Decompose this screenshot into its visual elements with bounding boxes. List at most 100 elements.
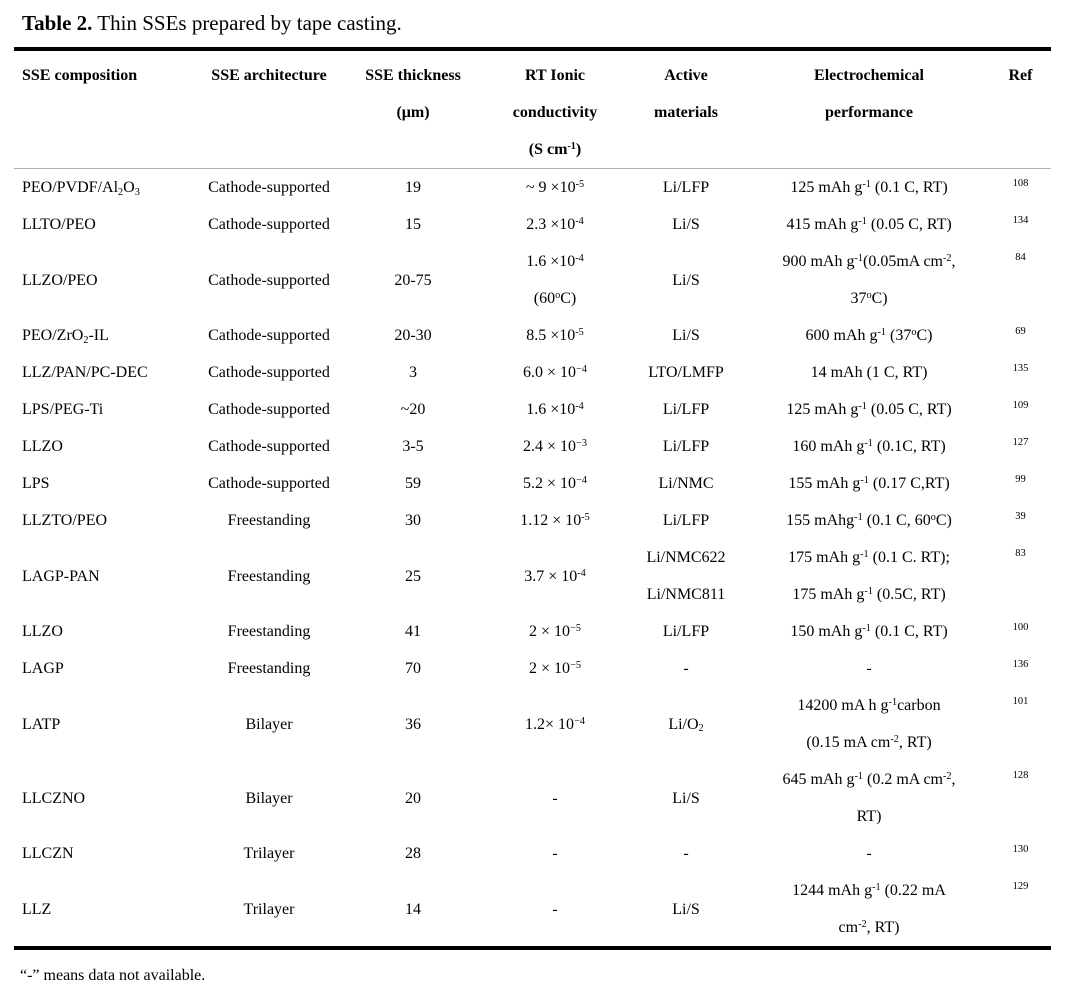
cell-conductivity: 8.5 ×10-5 [526, 327, 584, 344]
cell-ref: 99 [1015, 474, 1026, 485]
column-header-active: Active materials [654, 67, 718, 121]
table-row: LPS/PEG-Ti Cathode-supported ~20 1.6 ×10-4 L… [14, 391, 1051, 428]
cell-ref: 100 [1012, 622, 1029, 633]
cell-active: Li/S [672, 789, 700, 807]
cell-ref: 127 [1012, 437, 1029, 448]
cell-architecture: Cathode-supported [208, 271, 330, 289]
cell-architecture: Cathode-supported [208, 327, 330, 344]
sse-table: SSE composition SSE architecture SSE thick… [14, 47, 1051, 950]
table-body: PEO/PVDF/Al2O3 Cathode-supported 19 ~ 9 ×10… [14, 169, 1051, 949]
cell-composition: LLCZN [22, 845, 74, 862]
cell-architecture: Freestanding [227, 567, 311, 585]
cell-performance: 160 mAh g-1 (0.1C, RT) [792, 438, 946, 455]
cell-ref: 83 [1015, 548, 1026, 559]
cell-composition: LAGP-PAN [22, 567, 100, 585]
cell-composition: LLZO [22, 623, 63, 640]
footnote: “-” means data not available. [20, 967, 206, 984]
table-row: LLZ Trilayer 14 - Li/S 1244 mAh g-1 (0.22 mA c… [14, 872, 1051, 948]
cell-active: Li/LFP [662, 438, 710, 455]
table-row: PEO/ZrO2-IL Cathode-supported 20-30 8.5 ×10… [14, 317, 1051, 354]
table-row: LLZTO/PEO Freestanding 30 1.12 × 10-5 Li/LFP… [14, 502, 1051, 539]
cell-active: - [683, 845, 689, 862]
table-caption: Table 2. Thin SSEs prepared by tape cast… [22, 8, 1080, 38]
table-row: LAGP-PAN Freestanding 25 3.7 × 10-4 Li/NMC62… [14, 539, 1051, 613]
cell-thickness: 25 [405, 567, 421, 585]
cell-architecture: Cathode-supported [208, 438, 330, 455]
cell-active: Li/NMC622 Li/NMC811 [646, 549, 726, 603]
cell-ref: 69 [1015, 326, 1026, 337]
table-head: SSE composition SSE architecture SSE thick… [14, 49, 1051, 169]
cell-conductivity: 2 × 10−5 [529, 660, 581, 677]
header-row: SSE composition SSE architecture SSE thick… [14, 49, 1051, 169]
cell-composition: LLZO/PEO [22, 271, 98, 289]
cell-performance: 125 mAh g-1 (0.05 C, RT) [786, 401, 952, 418]
cell-active: - [683, 660, 689, 677]
table-row: LATP Bilayer 36 1.2× 10−4 Li/O2 14200 mA h g-… [14, 687, 1051, 761]
cell-thickness: 15 [405, 216, 421, 233]
cell-architecture: Cathode-supported [208, 216, 330, 233]
table-row: LLZO Freestanding 41 2 × 10−5 Li/LFP 150 mAh … [14, 613, 1051, 650]
table-row: LLCZN Trilayer 28 - - - 130 [14, 835, 1051, 872]
cell-performance: 175 mAh g-1 (0.1 C. RT); 175 mAh g-1 (0.5… [788, 549, 950, 603]
cell-ref: 136 [1012, 659, 1029, 670]
table-row: LPS Cathode-supported 59 5.2 × 10−4 Li/NMC 15… [14, 465, 1051, 502]
cell-performance: 645 mAh g-1 (0.2 mA cm-2, RT) [782, 771, 956, 825]
cell-conductivity: 1.6 ×10-4 [526, 401, 584, 418]
cell-thickness: 70 [405, 660, 421, 677]
cell-composition: LLTO/PEO [22, 216, 96, 233]
cell-architecture: Freestanding [227, 512, 311, 529]
cell-conductivity: 2.3 ×10-4 [526, 216, 584, 233]
cell-active: Li/S [672, 216, 700, 233]
cell-thickness: 36 [405, 715, 421, 733]
table-row: LAGP Freestanding 70 2 × 10−5 - - 136 [14, 650, 1051, 687]
cell-composition: LLZTO/PEO [22, 512, 108, 529]
cell-active: Li/S [672, 900, 700, 918]
column-header-composition: SSE composition [22, 67, 138, 84]
cell-composition: LLZ [22, 900, 52, 918]
cell-performance: 900 mAh g-1(0.05mA cm-2, 37oC) [782, 253, 956, 307]
cell-composition: PEO/PVDF/Al2O3 [22, 179, 140, 198]
cell-architecture: Trilayer [243, 900, 295, 918]
cell-conductivity: ~ 9 ×10-5 [525, 179, 585, 196]
table-row: LLZ/PAN/PC-DEC Cathode-supported 3 6.0 × 10… [14, 354, 1051, 391]
cell-architecture: Cathode-supported [208, 364, 330, 381]
cell-conductivity: - [552, 900, 558, 918]
cell-architecture: Cathode-supported [208, 179, 330, 196]
column-header-ref: Ref [1008, 67, 1033, 84]
cell-performance: 155 mAh g-1 (0.17 C,RT) [788, 475, 950, 492]
cell-thickness: 3-5 [402, 438, 424, 455]
cell-active: Li/LFP [662, 179, 710, 196]
cell-architecture: Freestanding [227, 660, 311, 677]
cell-active: Li/LFP [662, 512, 710, 529]
cell-performance: 125 mAh g-1 (0.1 C, RT) [790, 179, 948, 196]
cell-performance: 14200 mA h g-1carbon (0.15 mA cm-2, RT) [797, 697, 941, 751]
cell-conductivity: 6.0 × 10−4 [523, 364, 587, 381]
cell-performance: - [866, 660, 872, 677]
column-header-architecture: SSE architecture [211, 67, 327, 84]
table-row: LLZO/PEO Cathode-supported 20-75 1.6 ×10-4(… [14, 243, 1051, 317]
cell-composition: LAGP [22, 660, 64, 677]
table-caption-text: Thin SSEs prepared by tape casting. [97, 11, 402, 35]
column-header-performance: Electrochemical performance [814, 67, 924, 121]
cell-thickness: 20-75 [394, 271, 432, 289]
cell-conductivity: - [552, 845, 558, 862]
cell-architecture: Bilayer [245, 789, 293, 807]
cell-performance: - [866, 845, 872, 862]
cell-conductivity: 1.6 ×10-4 (60oC) [526, 253, 584, 307]
table-caption-label: Table 2. [22, 11, 93, 35]
cell-active: Li/LFP [662, 623, 710, 640]
cell-architecture: Bilayer [245, 715, 293, 733]
cell-architecture: Trilayer [243, 845, 295, 862]
cell-performance: 150 mAh g-1 (0.1 C, RT) [790, 623, 948, 640]
cell-ref: 84 [1015, 252, 1026, 263]
table-row: LLZO Cathode-supported 3-5 2.4 × 10−3 Li/LFP… [14, 428, 1051, 465]
cell-ref: 128 [1012, 770, 1029, 781]
table-row: LLTO/PEO Cathode-supported 15 2.3 ×10-4 Li/S… [14, 206, 1051, 243]
cell-composition: PEO/ZrO2-IL [22, 327, 109, 346]
cell-composition: LLCZNO [22, 789, 86, 807]
cell-performance: 155 mAhg-1 (0.1 C, 60oC) [786, 512, 952, 529]
cell-thickness: 41 [405, 623, 421, 640]
cell-thickness: 30 [405, 512, 421, 529]
cell-ref: 129 [1012, 881, 1029, 892]
